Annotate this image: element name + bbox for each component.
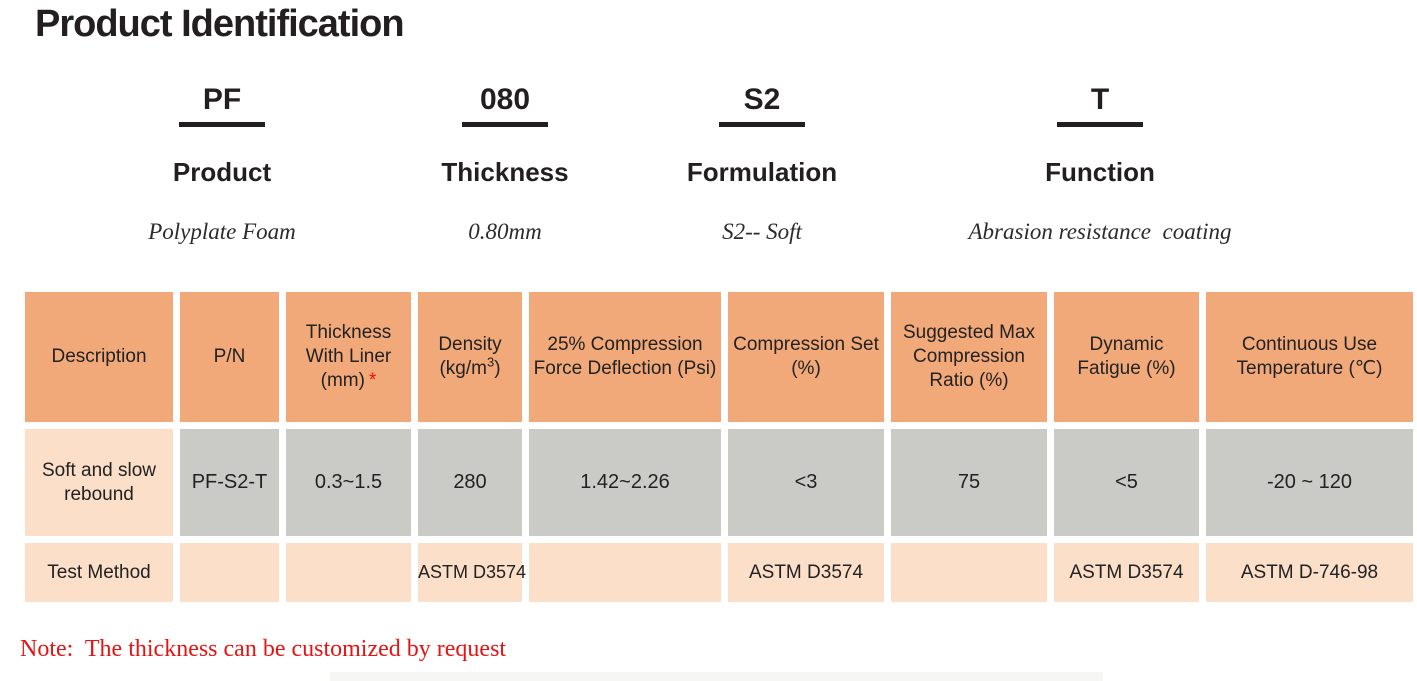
product-row-suggested-max: 75 [891,429,1047,536]
page-title: Product Identification [35,3,405,45]
segment-meaning: S2-- Soft [722,219,802,244]
segment-underline [719,122,805,127]
segment-meaning: 0.80mm [468,219,542,244]
header-density: Density (kg/m3) [418,292,522,422]
header-compression-set-label: Compression Set (%) [733,334,879,379]
test-method-label: Test Method [47,561,151,583]
test-method-compression-set: ASTM D3574 [748,561,864,583]
segment-meaning: Abrasion resistance coating [968,219,1232,244]
test-row-density: ASTM D3574 [418,543,527,602]
test-row-thickness-empty [286,543,411,602]
test-method-density: ASTM D3574 [418,562,527,582]
spec-table: Description P/N Thickness With Liner (mm… [25,292,1413,602]
test-row-continuous-use: ASTM D-746-98 [1206,543,1413,602]
header-suggested-max-label: Suggested Max Compression Ratio (%) [902,322,1036,391]
segment-product: PF Product Polyplate Foam [42,84,402,245]
segment-label: Product [172,157,272,187]
header-compression-force-deflection: 25% Compression Force Deflection (Psi) [529,292,721,422]
product-row-compression-set: <3 [728,429,884,536]
segment-meaning: Polyplate Foam [148,219,296,244]
value-pn: PF-S2-T [191,471,268,493]
header-thickness-label: Thickness With Liner (mm) [305,322,392,391]
header-continuous-use-temperature: Continuous Use Temperature (℃) [1206,292,1413,422]
value-dynamic-fatigue: <5 [1115,471,1138,493]
value-compression-set: <3 [794,471,818,493]
header-dynamic-fatigue: Dynamic Fatigue (%) [1054,292,1199,422]
segment-code: PF [202,83,242,116]
product-row-description: Soft and slow rebound [25,429,173,536]
value-description: Soft and slow rebound [41,459,157,505]
density-unit-pre: (kg/m [439,358,487,379]
density-unit-post: ) [494,358,501,379]
value-continuous-use: -20 ~ 120 [1266,471,1353,493]
density-unit-sup: 3 [486,354,495,370]
product-row-dynamic-fatigue: <5 [1054,429,1199,536]
segment-formulation: S2 Formulation S2-- Soft [582,84,942,245]
test-row-cfd-empty [529,543,721,602]
header-description: Description [25,292,173,422]
value-density: 280 [453,471,487,493]
segment-thickness: 080 Thickness 0.80mm [325,84,685,245]
product-row-density: 280 [418,429,522,536]
test-row-pn-empty [180,543,279,602]
segment-code: S2 [743,83,781,116]
segment-underline [1057,122,1143,127]
segment-underline [179,122,265,127]
segment-function: T Function Abrasion resistance coating [920,84,1280,245]
segment-code: T [1090,83,1110,116]
thickness-note: Note: The thickness can be customized by… [20,636,507,662]
test-row-suggested-max-empty [891,543,1047,602]
product-row-cfd: 1.42~2.26 [529,429,721,536]
test-row-compression-set: ASTM D3574 [728,543,884,602]
value-suggested-max: 75 [957,471,981,493]
test-row-dynamic-fatigue: ASTM D3574 [1054,543,1199,602]
header-continuous-use-label: Continuous Use Temperature (℃) [1236,334,1383,379]
header-compression-set: Compression Set (%) [728,292,884,422]
header-thickness-with-liner: Thickness With Liner (mm) * [286,292,411,422]
header-pn: P/N [180,292,279,422]
required-asterisk: * [368,370,377,391]
value-cfd: 1.42~2.26 [580,471,670,493]
header-dynamic-fatigue-label: Dynamic Fatigue (%) [1077,334,1176,379]
segment-label: Function [1045,157,1155,187]
test-method-continuous-use: ASTM D-746-98 [1240,561,1379,583]
header-description-label: Description [51,346,147,367]
next-section-strip [330,672,1103,681]
segment-label: Thickness [441,157,569,187]
test-row-label: Test Method [25,543,173,602]
segment-underline [462,122,548,127]
header-cfd-label: 25% Compression Force Deflection (Psi) [533,334,717,379]
test-method-dynamic-fatigue: ASTM D3574 [1069,561,1184,583]
value-thickness: 0.3~1.5 [314,471,383,493]
header-density-unit: (kg/m3) [439,354,501,379]
segment-code: 080 [479,83,531,116]
segment-label: Formulation [686,157,838,187]
product-row-continuous-use: -20 ~ 120 [1206,429,1413,536]
header-density-label: Density [438,334,502,355]
product-row-pn: PF-S2-T [180,429,279,536]
header-suggested-max-compression: Suggested Max Compression Ratio (%) [891,292,1047,422]
product-row-thickness: 0.3~1.5 [286,429,411,536]
header-pn-label: P/N [213,346,246,367]
